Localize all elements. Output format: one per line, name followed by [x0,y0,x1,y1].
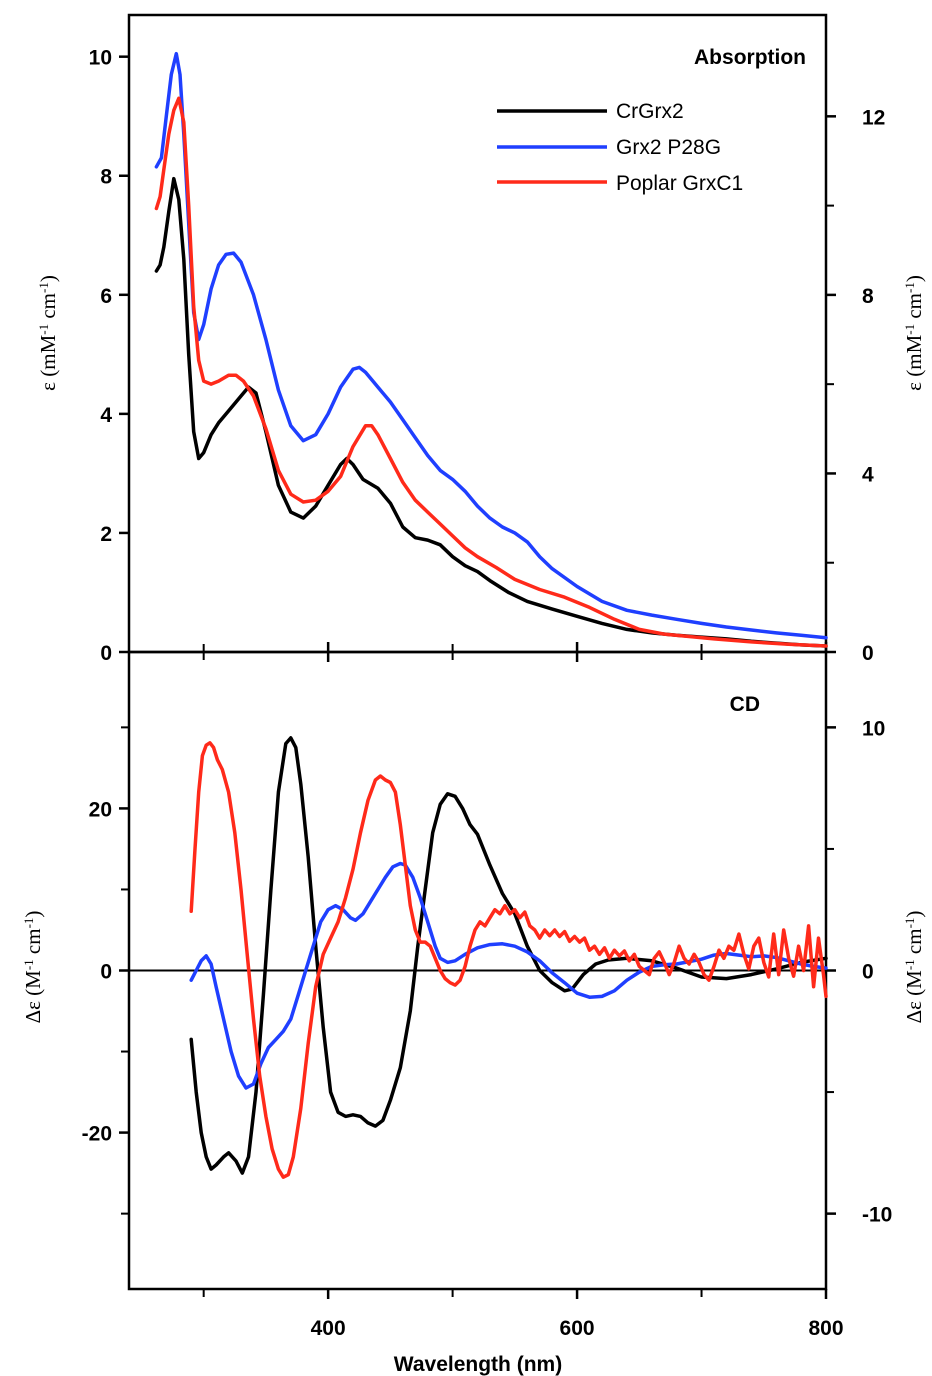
cd-y2-tick-label: -10 [862,1204,892,1227]
cd-series-poplar-grxc1 [189,741,828,1179]
axis-title-part: ) [36,275,60,282]
axis-title-part: cm [36,293,60,324]
abs-y-tick-label: 0 [100,642,112,665]
legend: CrGrx2 Grx2 P28G Poplar GrxC1 [497,100,743,195]
cd-title: CD [730,693,760,716]
cd-y2-axis-title: Δε (M-1 cm-1) [902,911,927,1024]
x-axis-title: Wavelength (nm) [394,1353,562,1376]
cd-y2-tick-label: 0 [862,961,874,984]
cd-y-tick-label: 0 [100,961,112,984]
absorption-y-axis-title: ε (mM-1 cm-1) [36,275,61,391]
axis-title-part: -1 [36,324,51,335]
axis-title-part: -1 [902,959,917,970]
axis-title-part: ) [902,911,926,918]
legend-label-crgrx2: CrGrx2 [616,100,684,123]
legend-label-poplar-grxc1: Poplar GrxC1 [616,172,743,195]
axis-title-part: Δε (M [21,970,45,1024]
axis-title-part: cm [902,928,926,959]
cd-panel: -20 0 20 -10 0 10 400 600 800 [82,650,892,1340]
cd-series-grx2-p28g [189,861,828,1090]
axis-title-part: -1 [36,282,51,293]
cd-y2-tick-label: 10 [862,717,885,740]
cd-y-tick-label: -20 [82,1123,112,1146]
axis-title-part: ) [21,911,45,918]
axis-title-part: ε (mM [36,334,60,390]
axis-title-part: -1 [902,282,917,293]
abs-y-tick-label: 10 [89,47,112,70]
absorption-title: Absorption [694,46,806,69]
absorption-panel: 0 2 4 6 8 10 0 4 8 12 [89,13,885,665]
axis-title-part: ) [902,275,926,282]
abs-series-poplar-grxc1 [154,96,828,648]
abs-y-tick-label: 6 [100,285,112,308]
legend-label-grx2-p28g: Grx2 P28G [616,136,721,159]
abs-y2-tick-label: 12 [862,106,885,129]
axis-title-part: -1 [21,959,36,970]
axis-title-part: cm [21,928,45,959]
axis-title-part: Δε (M [902,970,926,1024]
abs-y2-tick-label: 0 [862,642,874,665]
absorption-y2-axis-title: ε (mM-1 cm-1) [902,275,927,391]
abs-y-tick-label: 2 [100,523,112,546]
abs-series-crgrx2 [154,176,828,648]
cd-y-tick-label: 20 [89,798,112,821]
axis-title-part: -1 [902,918,917,929]
x-tick-label: 600 [560,1317,595,1340]
abs-y2-tick-label: 8 [862,285,874,308]
abs-y-tick-label: 8 [100,166,112,189]
x-tick-label: 400 [311,1317,346,1340]
abs-series-grx2-p28g [154,51,828,640]
cd-y-axis-title: Δε (M-1 cm-1) [21,911,46,1024]
axis-title-part: -1 [21,918,36,929]
x-tick-label: 800 [808,1317,843,1340]
axis-title-part: -1 [902,324,917,335]
abs-y-tick-label: 4 [100,404,112,427]
axis-title-part: ε (mM [902,334,926,390]
abs-y2-tick-label: 4 [862,463,874,486]
cd-series-crgrx2 [189,736,828,1175]
axis-title-part: cm [902,293,926,324]
